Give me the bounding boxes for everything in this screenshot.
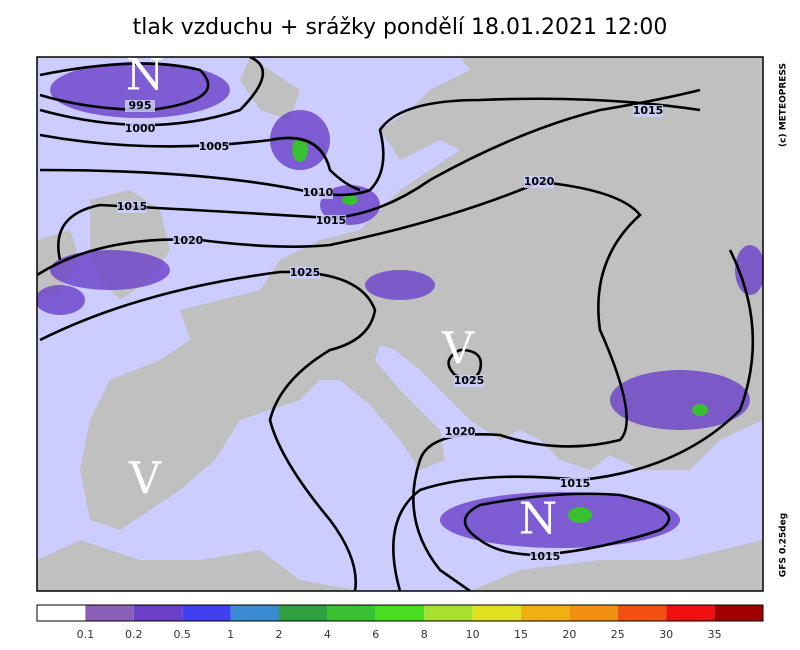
legend-swatch xyxy=(521,605,570,621)
legend-swatch xyxy=(472,605,521,621)
label-bg xyxy=(530,551,560,563)
isobar-label: 1005 xyxy=(199,140,230,153)
isobars xyxy=(37,57,755,591)
isobar-label: 1020 xyxy=(173,234,204,247)
map-frame xyxy=(36,56,764,592)
legend-swatch xyxy=(230,605,279,621)
legend-swatch xyxy=(424,605,473,621)
pressure-center: V xyxy=(441,324,475,375)
legend-label: 30 xyxy=(659,628,673,641)
land xyxy=(37,540,360,591)
model: GFS 0.25deg xyxy=(779,513,789,577)
credit: (c) METEOPRESS xyxy=(779,63,789,147)
land xyxy=(240,57,300,120)
label-bg xyxy=(125,123,155,135)
legend-label: 10 xyxy=(466,628,480,641)
legend-swatch xyxy=(85,605,134,621)
legend-label: 1 xyxy=(227,628,234,641)
label-bg xyxy=(303,187,333,199)
label-bg xyxy=(454,375,484,387)
legend-swatch xyxy=(37,605,86,621)
isobar-label: 1025 xyxy=(290,266,321,279)
isobar-label: 1015 xyxy=(316,214,347,227)
legend-swatch xyxy=(133,605,183,621)
legend-label: 2 xyxy=(276,628,283,641)
label-bg xyxy=(445,426,475,438)
legend-label: 0.5 xyxy=(173,628,191,641)
legend-label: 20 xyxy=(562,628,576,641)
map: 995 1000 1005 1010 1015 1015 1020 1025 1020 1015 1… xyxy=(36,50,764,592)
isobar-label: 1010 xyxy=(303,186,334,199)
isobar-label: 995 xyxy=(129,99,152,112)
legend-label: 15 xyxy=(514,628,528,641)
legend-swatch xyxy=(279,605,328,621)
title: tlak vzduchu + srážky pondělí 18.01.2021… xyxy=(133,15,668,40)
legend-label: 8 xyxy=(421,628,428,641)
legend-swatch xyxy=(182,605,231,621)
isobar-label: 1015 xyxy=(560,477,591,490)
label-bg xyxy=(560,478,590,490)
legend-label: 25 xyxy=(611,628,625,641)
legend-frame xyxy=(36,604,764,622)
legend-label: 35 xyxy=(708,628,722,641)
legend-swatch xyxy=(569,605,618,621)
legend-label: 0.2 xyxy=(125,628,143,641)
isobar-label: 1015 xyxy=(530,550,561,563)
label-bg xyxy=(173,235,203,247)
legend-label: 0.1 xyxy=(77,628,95,641)
legend: 0.1 0.2 0.5 1 2 4 6 8 10 15 20 25 30 35 xyxy=(36,604,764,641)
isobar-label: 1000 xyxy=(125,122,156,135)
pressure-center: N xyxy=(519,494,558,545)
legend-swatch xyxy=(714,605,763,621)
legend-swatch xyxy=(617,605,667,621)
legend-swatch xyxy=(327,605,376,621)
precipitation-heavy xyxy=(292,138,708,523)
legend-swatch xyxy=(666,605,715,621)
label-bg xyxy=(524,176,554,188)
legend-label: 6 xyxy=(372,628,379,641)
label-bg xyxy=(633,105,663,117)
label-bg xyxy=(290,267,320,279)
land xyxy=(470,540,763,591)
label-bg xyxy=(199,141,229,153)
label-bg xyxy=(125,100,155,112)
label-bg xyxy=(117,201,147,213)
isobar-label: 1020 xyxy=(524,175,555,188)
isobar-label: 1015 xyxy=(633,104,664,117)
isobar-label: 1025 xyxy=(454,374,485,387)
pressure-center: N xyxy=(126,50,165,101)
legend-swatch xyxy=(375,605,425,621)
legend-label: 4 xyxy=(324,628,331,641)
isobar-label: 1020 xyxy=(445,425,476,438)
isobar-label: 1015 xyxy=(117,200,148,213)
label-bg xyxy=(316,215,346,227)
pressure-center: V xyxy=(128,454,162,505)
